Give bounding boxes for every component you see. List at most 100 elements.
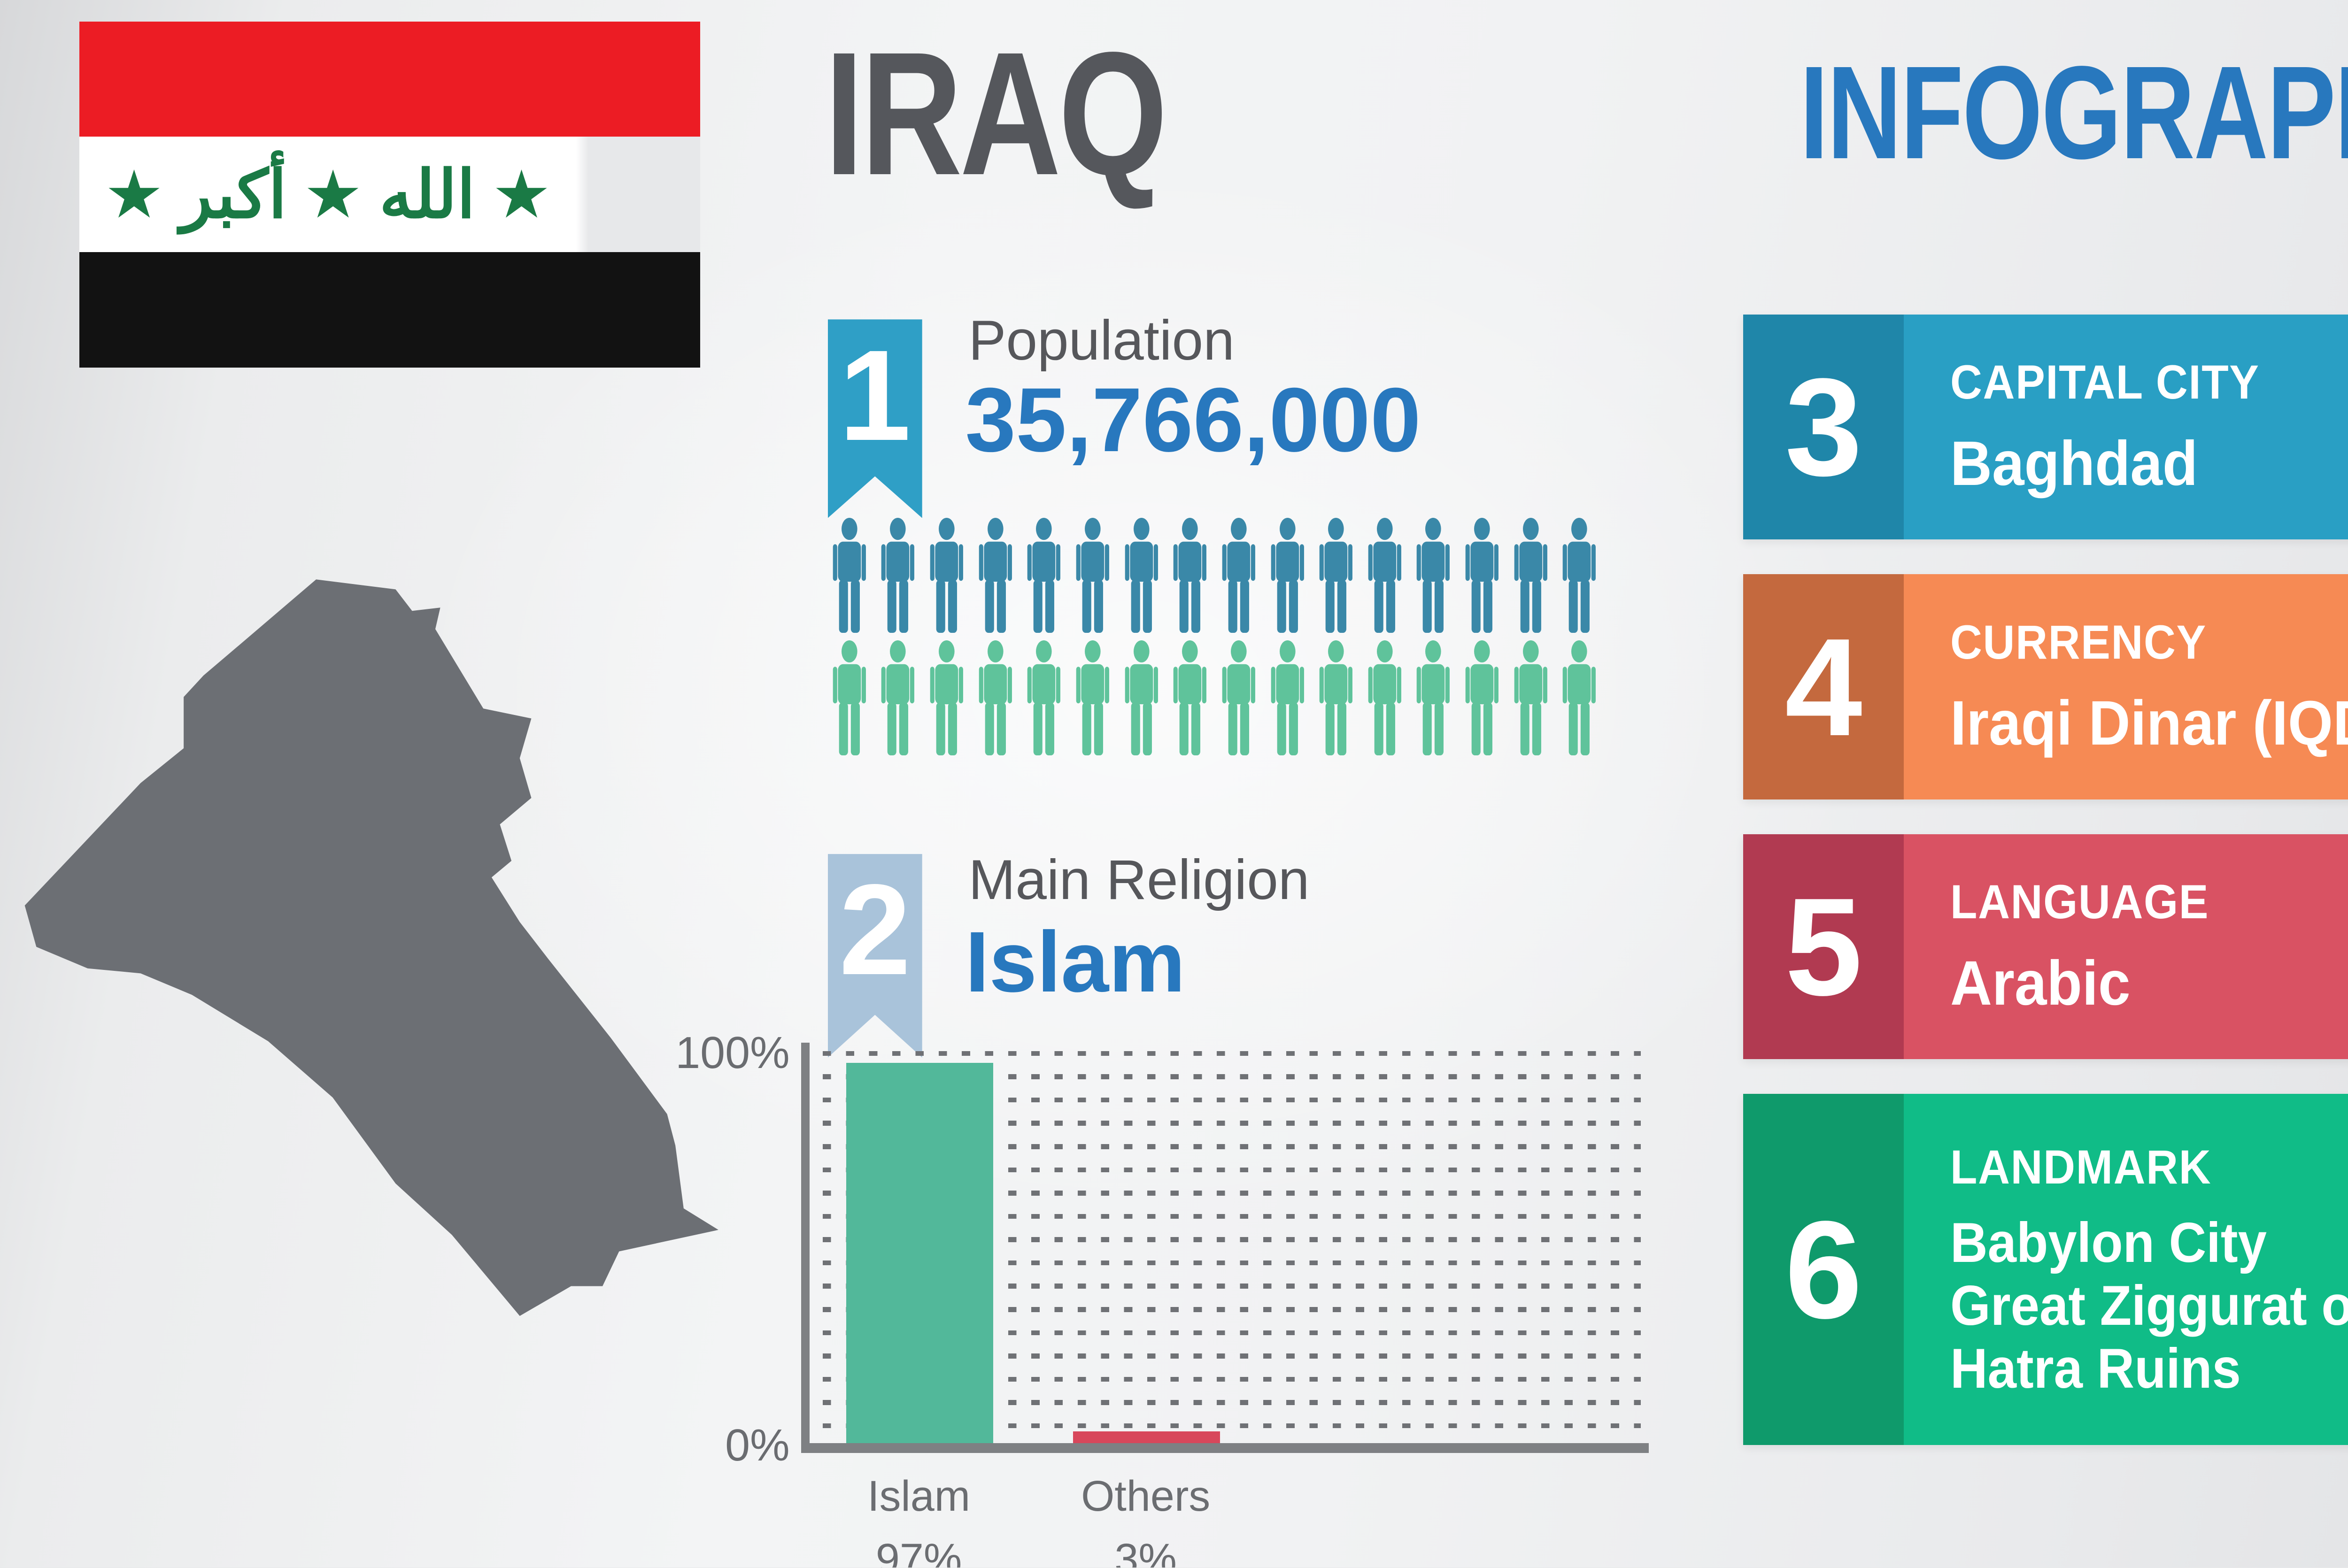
banner-number-strip: 6	[1743, 1094, 1904, 1445]
chart-bar-others	[1073, 1431, 1220, 1444]
chart-gridline	[823, 1144, 1641, 1149]
chart-gridline	[823, 1074, 1641, 1079]
person-icon	[1076, 518, 1109, 633]
population-pictogram-row-blue	[828, 518, 1601, 634]
banner-title: LANGUAGE	[1950, 875, 2209, 929]
banner-number-strip: 3	[1743, 314, 1904, 540]
section-1-ribbon: 1	[827, 319, 922, 518]
person-icon	[1222, 640, 1255, 756]
chart-gridline	[823, 1097, 1641, 1103]
person-icon	[1368, 518, 1401, 633]
chart-gridline	[823, 1237, 1641, 1242]
banner-title: LANDMARK	[1950, 1139, 2212, 1194]
person-icon	[1271, 518, 1304, 633]
banner-value-line: Great Ziggurat of Ur	[1950, 1274, 2348, 1337]
religion-label: Main Religion	[968, 848, 1310, 912]
person-icon	[979, 640, 1012, 756]
section-2-ribbon: 2	[827, 854, 922, 1058]
flag-star-icon: ★	[104, 157, 164, 231]
chart-gridline	[823, 1307, 1641, 1312]
population-value: 35,766,000	[965, 369, 1421, 471]
person-icon	[833, 518, 866, 633]
person-icon	[1514, 518, 1547, 633]
person-icon	[1465, 518, 1499, 633]
section-2-number: 2	[839, 858, 911, 1002]
category-percent: 97%	[875, 1535, 962, 1568]
chart-gridline	[823, 1423, 1641, 1429]
person-icon	[1417, 518, 1450, 633]
banner-number: 5	[1784, 869, 1862, 1025]
banner-number: 3	[1784, 349, 1862, 505]
category-name: Others	[1081, 1472, 1211, 1520]
person-icon	[1563, 518, 1596, 633]
population-pictogram-row-green	[828, 640, 1601, 756]
banner-value-line: Arabic	[1950, 948, 2131, 1018]
chart-gridline	[823, 1167, 1641, 1173]
chart-gridline	[823, 1191, 1641, 1196]
person-icon	[1173, 518, 1207, 633]
chart-gridline	[823, 1400, 1641, 1405]
chart-gridline	[823, 1214, 1641, 1219]
banner-body: LANDMARK Babylon City Great Ziggurat of …	[1904, 1094, 2348, 1445]
person-icon	[881, 518, 915, 633]
chart-gridline	[823, 1284, 1641, 1289]
person-icon	[930, 518, 963, 633]
chart-gridline	[823, 1353, 1641, 1359]
flag-black-band	[79, 252, 701, 368]
section-1-number: 1	[839, 323, 911, 468]
banner-number: 6	[1784, 1191, 1862, 1347]
person-icon	[1173, 640, 1207, 756]
population-label: Population	[968, 308, 1235, 372]
banner-language: 5 LANGUAGE Arabic	[1743, 834, 2348, 1060]
person-icon	[1222, 518, 1255, 633]
person-icon	[1027, 518, 1061, 633]
banner-value: Baghdad	[1950, 427, 2348, 500]
country-title: IRAQ	[824, 16, 1167, 212]
person-icon	[1368, 640, 1401, 756]
banner-number: 4	[1784, 609, 1862, 765]
banner-value: Arabic	[1950, 947, 2348, 1020]
category-name: Islam	[867, 1472, 971, 1520]
banner-value-line: Hatra Ruins	[1950, 1337, 2241, 1400]
flag-star-icon: ★	[303, 157, 363, 231]
person-icon	[1417, 640, 1450, 756]
person-icon	[979, 518, 1012, 633]
chart-gridline	[823, 1376, 1641, 1382]
y-axis-min-label: 0%	[725, 1420, 790, 1470]
banner-body: CAPITAL CITY Baghdad	[1904, 314, 2348, 540]
banner-value-line: Babylon City	[1950, 1211, 2267, 1274]
chart-gridline	[823, 1051, 1641, 1056]
chart-y-axis	[801, 1043, 810, 1453]
flag-red-band	[79, 21, 701, 137]
banner-title: CURRENCY	[1950, 615, 2207, 669]
person-icon	[1319, 518, 1353, 633]
iraq-map	[24, 579, 719, 1316]
category-percent: 3%	[1114, 1535, 1177, 1568]
flag-arabic-word-akbar: أكبر	[180, 157, 287, 231]
chart-category-islam: Islam 97%	[803, 1470, 1035, 1568]
chart-gridline	[823, 1260, 1641, 1266]
chart-bar-islam	[846, 1062, 994, 1444]
person-icon	[930, 640, 963, 756]
flag-script: ★ أكبر ★ الله ★	[79, 158, 576, 231]
banner-value: Iraqi Dinar (IQD)	[1950, 687, 2348, 760]
chart-x-axis	[801, 1443, 1649, 1453]
iraq-flag: ★ أكبر ★ الله ★	[79, 21, 701, 368]
chart-category-others: Others 3%	[1030, 1470, 1262, 1568]
banner-body: LANGUAGE Arabic	[1904, 834, 2348, 1060]
banner-capital-city: 3 CAPITAL CITY Baghdad	[1743, 314, 2348, 540]
person-icon	[1027, 640, 1061, 756]
banner-value-line: Iraqi Dinar (IQD)	[1950, 688, 2348, 759]
person-icon	[1076, 640, 1109, 756]
flag-white-band: ★ أكبر ★ الله ★	[79, 137, 701, 253]
person-icon	[833, 640, 866, 756]
person-icon	[1465, 640, 1499, 756]
banner-value: Babylon City Great Ziggurat of Ur Hatra …	[1950, 1211, 2348, 1400]
chart-gridline	[823, 1330, 1641, 1336]
y-axis-max-label: 100%	[675, 1028, 790, 1078]
person-icon	[1514, 640, 1547, 756]
infographics-title: INFOGRAPHICS	[1799, 38, 2348, 186]
person-icon	[1125, 640, 1158, 756]
banner-number-strip: 5	[1743, 834, 1904, 1060]
